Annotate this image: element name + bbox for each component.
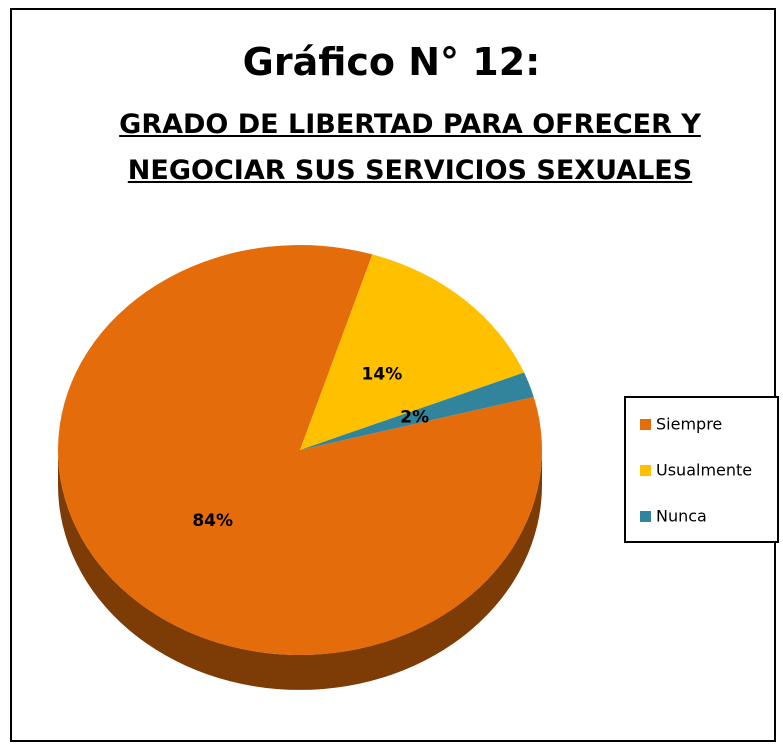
- chart-subtitle: GRADO DE LIBERTAD PARA OFRECER Y NEGOCIA…: [119, 109, 701, 186]
- slice-side: [58, 450, 542, 690]
- legend-label: Usualmente: [656, 461, 752, 480]
- chart-frame: [10, 8, 776, 742]
- legend-swatch: [640, 465, 651, 476]
- chart-title: Gráfico N° 12:: [242, 40, 541, 84]
- slice: [300, 254, 525, 450]
- slice: [57, 244, 542, 655]
- legend-swatch: [640, 419, 651, 430]
- data-label: 2%: [400, 407, 429, 427]
- legend-label: Nunca: [656, 507, 707, 526]
- legend-swatch: [640, 511, 651, 522]
- slice: [300, 372, 534, 450]
- legend-label: Siempre: [656, 415, 722, 434]
- data-label: 84%: [192, 511, 233, 531]
- data-label: 14%: [362, 365, 403, 385]
